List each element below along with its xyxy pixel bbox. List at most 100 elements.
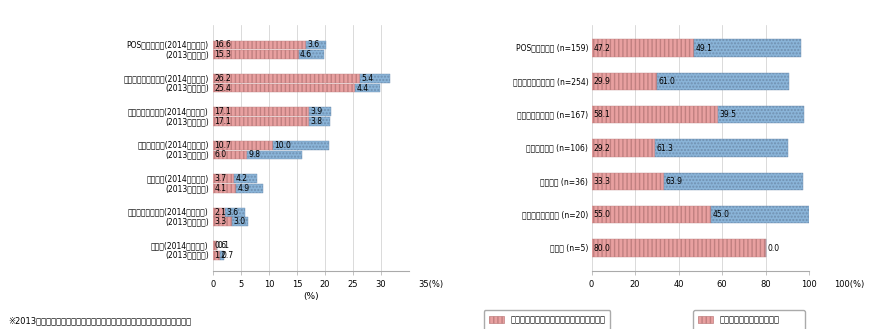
Bar <box>308 117 329 126</box>
Text: 10.0: 10.0 <box>274 141 291 150</box>
Text: 17.1: 17.1 <box>215 117 231 126</box>
Bar <box>224 208 245 216</box>
Bar <box>213 141 273 150</box>
Bar <box>220 251 223 260</box>
Bar <box>591 206 711 223</box>
Bar <box>213 184 235 193</box>
Bar <box>231 217 249 226</box>
Bar <box>711 206 808 223</box>
Bar <box>213 74 359 83</box>
Text: 6.0: 6.0 <box>215 150 227 160</box>
Text: 3.0: 3.0 <box>233 217 245 226</box>
Text: 3.8: 3.8 <box>310 117 322 126</box>
Text: 45.0: 45.0 <box>713 210 729 219</box>
Text: 29.9: 29.9 <box>593 77 609 86</box>
Text: 3.3: 3.3 <box>215 217 227 226</box>
Bar <box>591 39 693 57</box>
Legend: 所定の成果が上がっている, 一部であるが、成果が上がっている: 所定の成果が上がっている, 一部であるが、成果が上がっている <box>693 310 804 329</box>
Text: 2.1: 2.1 <box>215 208 226 217</box>
Text: その他 (n=5): その他 (n=5) <box>549 243 587 253</box>
Bar <box>213 50 298 59</box>
Bar <box>693 39 800 57</box>
Text: (2013年度調査): (2013年度調査) <box>165 50 209 59</box>
Text: 4.4: 4.4 <box>356 84 368 92</box>
Text: 55.0: 55.0 <box>593 210 610 219</box>
Text: 33.3: 33.3 <box>593 177 610 186</box>
Text: 29.2: 29.2 <box>593 143 609 153</box>
Text: (2013年度調査): (2013年度調査) <box>165 184 209 193</box>
Bar <box>234 174 257 183</box>
Text: (2013年度調査): (2013年度調査) <box>165 251 209 260</box>
Text: (2013年度調査): (2013年度調査) <box>165 117 209 126</box>
Bar <box>213 117 308 126</box>
Text: (2013年度調査): (2013年度調査) <box>165 84 209 92</box>
Bar <box>235 184 263 193</box>
Text: 鳥獣被害対策(2014年度調査): 鳥獣被害対策(2014年度調査) <box>137 141 209 150</box>
Bar <box>656 73 788 90</box>
Text: 35(%): 35(%) <box>418 280 442 289</box>
Bar <box>213 174 234 183</box>
Bar <box>359 74 389 83</box>
Text: トレーサビリティ (n=167): トレーサビリティ (n=167) <box>516 110 587 119</box>
Text: その他(2014年度調査): その他(2014年度調査) <box>151 241 209 250</box>
Bar <box>213 84 355 92</box>
X-axis label: (%): (%) <box>303 292 318 301</box>
Text: 3.6: 3.6 <box>307 40 319 49</box>
Bar <box>306 40 326 49</box>
Text: 3.9: 3.9 <box>310 107 322 116</box>
Bar <box>213 217 231 226</box>
Text: (2013年度調査): (2013年度調査) <box>165 217 209 226</box>
Text: トレーサビリティ(2014年度調査): トレーサビリティ(2014年度調査) <box>128 107 209 116</box>
Bar <box>717 106 803 123</box>
Text: 4.9: 4.9 <box>237 184 249 193</box>
Text: 25.4: 25.4 <box>215 84 231 92</box>
Text: 61.3: 61.3 <box>656 143 673 153</box>
Bar <box>213 251 220 260</box>
Bar <box>355 84 380 92</box>
Text: 9.8: 9.8 <box>248 150 260 160</box>
Text: 1.2: 1.2 <box>215 251 226 260</box>
Text: (2013年度調査): (2013年度調査) <box>165 150 209 160</box>
Bar <box>213 241 216 250</box>
Bar <box>213 108 308 116</box>
Bar <box>591 139 654 157</box>
Text: インターネット直販 (n=254): インターネット直販 (n=254) <box>512 77 587 86</box>
Text: 49.1: 49.1 <box>695 43 712 53</box>
Text: 47.2: 47.2 <box>593 43 609 53</box>
Text: 26.2: 26.2 <box>215 74 231 83</box>
Text: 圃場管理(2014年度調査): 圃場管理(2014年度調査) <box>146 174 209 183</box>
Text: 0.7: 0.7 <box>221 251 233 260</box>
Text: 4.2: 4.2 <box>235 174 247 183</box>
Bar <box>591 173 663 190</box>
Text: 4.6: 4.6 <box>300 50 312 59</box>
Bar <box>213 40 306 49</box>
Bar <box>213 151 247 159</box>
Bar <box>663 173 802 190</box>
Text: 地域共同システム (n=20): 地域共同システム (n=20) <box>521 210 587 219</box>
Text: 80.0: 80.0 <box>593 243 609 253</box>
Text: ※2013年度調査では、各システムの利活用範囲を「農業」に限定している。: ※2013年度調査では、各システムの利活用範囲を「農業」に限定している。 <box>9 317 191 326</box>
Text: 16.6: 16.6 <box>215 40 231 49</box>
Bar <box>273 141 328 150</box>
Text: 10.7: 10.7 <box>215 141 231 150</box>
Text: 0.6: 0.6 <box>215 241 227 250</box>
Text: 17.1: 17.1 <box>215 107 231 116</box>
Bar <box>654 139 787 157</box>
Text: 地域共同システム(2014年度調査): 地域共同システム(2014年度調査) <box>128 208 209 217</box>
Text: 圃場管理 (n=36): 圃場管理 (n=36) <box>540 177 587 186</box>
Bar <box>308 108 330 116</box>
Bar <box>591 73 656 90</box>
Text: 3.6: 3.6 <box>226 208 238 217</box>
Bar <box>591 106 717 123</box>
Legend: 運営している、または参加・協力している, 今後実施する予定、または検討している: 運営している、または参加・協力している, 今後実施する予定、または検討している <box>483 310 609 329</box>
Text: 0.1: 0.1 <box>217 241 229 250</box>
Bar <box>298 50 324 59</box>
Text: 鳥獣被害対策 (n=106): 鳥獣被害対策 (n=106) <box>526 143 587 153</box>
Bar <box>247 151 302 159</box>
Text: 3.7: 3.7 <box>215 174 227 183</box>
Text: 0.0: 0.0 <box>766 243 779 253</box>
Text: 15.3: 15.3 <box>215 50 231 59</box>
Text: 39.5: 39.5 <box>719 110 736 119</box>
Text: POSデータ配信 (n=159): POSデータ配信 (n=159) <box>515 43 587 53</box>
Text: 4.1: 4.1 <box>215 184 226 193</box>
